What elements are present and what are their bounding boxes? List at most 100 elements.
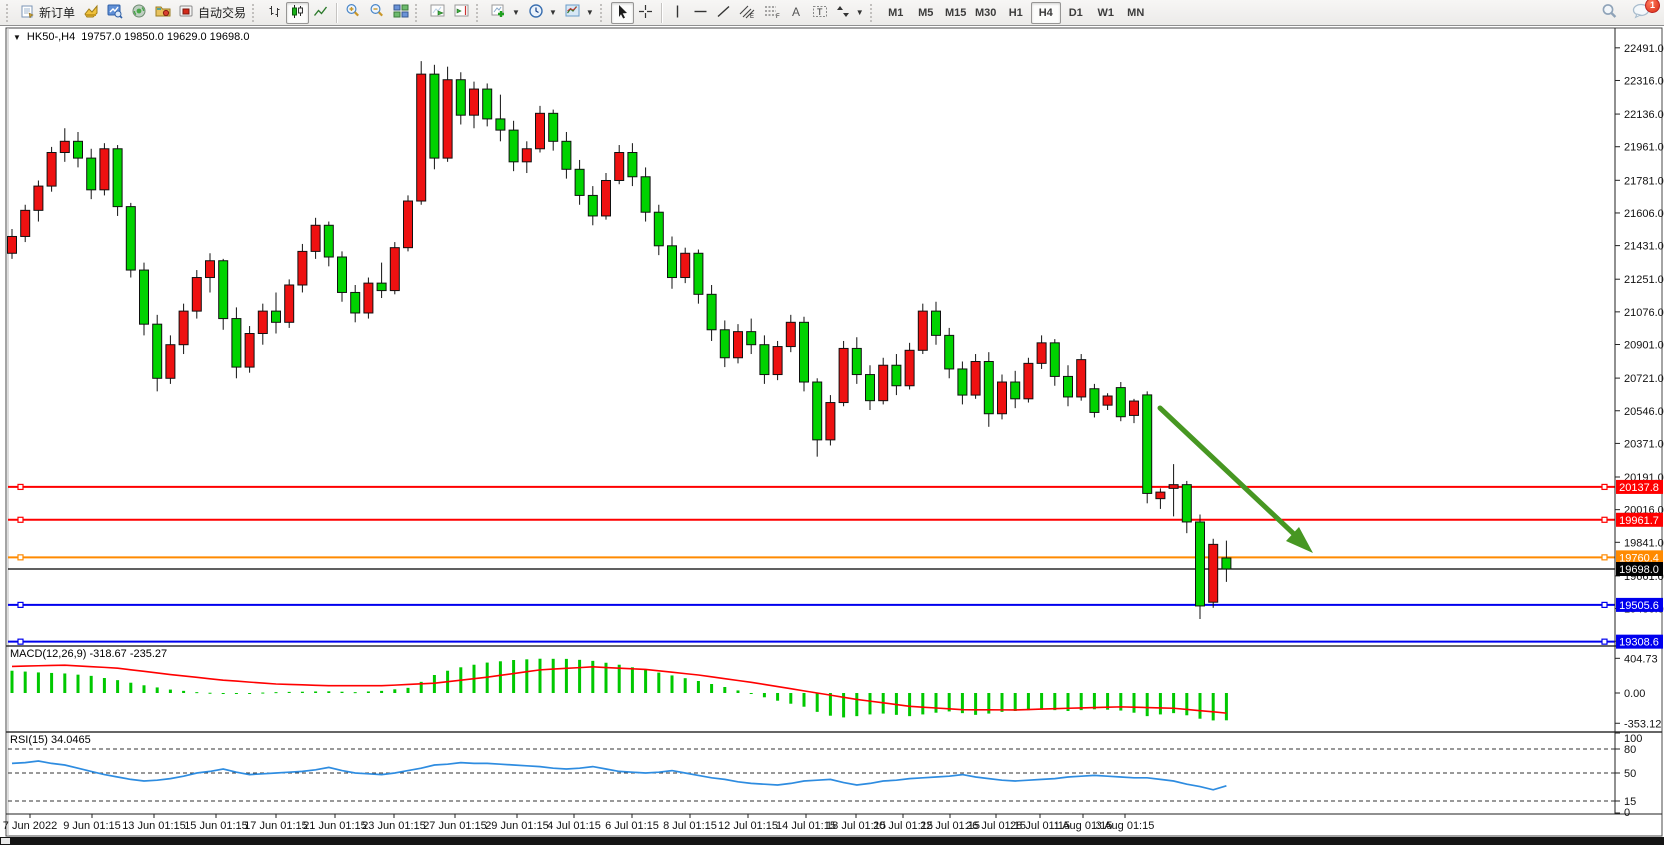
timeframe-button-w1[interactable]: W1 xyxy=(1097,6,1114,19)
label-button[interactable]: T xyxy=(808,2,832,24)
trendline-button[interactable] xyxy=(712,2,735,24)
hline-handle[interactable] xyxy=(17,601,24,608)
hline-handle[interactable] xyxy=(1601,516,1608,523)
hline-price-label-bg xyxy=(1616,479,1663,494)
candle-bearish xyxy=(1115,387,1126,418)
macd-histogram-bar xyxy=(736,690,740,693)
toolbar-grip xyxy=(252,3,258,22)
time-label: 20 Jul 01:15 xyxy=(873,820,933,832)
macd-histogram-bar xyxy=(498,661,502,693)
timeframe-button-h4[interactable]: H4 xyxy=(1030,1,1061,24)
cursor-button[interactable] xyxy=(610,1,634,24)
macd-histogram-bar xyxy=(248,693,252,694)
timeframe-button-m30[interactable]: M30 xyxy=(975,6,997,19)
hline-handle[interactable] xyxy=(17,554,24,561)
hline-handle[interactable] xyxy=(17,638,24,645)
macd-histogram-bar xyxy=(406,687,410,693)
macd-histogram-bar xyxy=(1172,693,1176,714)
macd-histogram-bar xyxy=(1040,693,1044,710)
new-chart-button[interactable]: ▼ xyxy=(487,2,524,24)
navigator-button[interactable] xyxy=(127,2,151,24)
terminal-button[interactable] xyxy=(151,2,175,24)
fibonacci-button[interactable]: F xyxy=(760,2,785,24)
timeframe-button-h1[interactable]: H1 xyxy=(1008,6,1023,19)
autotrade-button[interactable]: 自动交易 xyxy=(175,2,250,24)
hline-handle[interactable] xyxy=(1601,601,1608,608)
time-label: 1 Aug 01:15 xyxy=(1054,820,1113,832)
chart-title[interactable]: ▼ HK50-,H4 19757.0 19850.0 19629.0 19698… xyxy=(13,31,249,43)
macd-histogram-bar xyxy=(353,692,357,694)
trend-arrow-head[interactable] xyxy=(1286,527,1313,553)
new-order-button[interactable]: 新订单 xyxy=(17,2,79,24)
timeframe-toolbar: M1 M5 M15 M30 H1 H4 D1 W1 MN xyxy=(881,1,1151,24)
macd-histogram-bar xyxy=(116,680,120,693)
candle-bearish xyxy=(759,344,770,376)
candle-bullish xyxy=(733,331,743,359)
price-tick-label: 19841.0 xyxy=(1624,537,1664,549)
toolbar-grip xyxy=(6,3,12,22)
toolbar-grip xyxy=(869,3,876,22)
candlestick-button[interactable] xyxy=(286,1,310,24)
market-watch-button[interactable] xyxy=(103,2,127,24)
timeframe-button-d1[interactable]: D1 xyxy=(1068,6,1083,19)
tile-windows-button[interactable] xyxy=(389,2,413,24)
candle-bearish xyxy=(350,291,361,314)
arrows-button[interactable]: ▼ xyxy=(832,2,868,24)
candle-bearish xyxy=(693,252,704,295)
hline-handle[interactable] xyxy=(1601,554,1608,561)
text-button[interactable]: A xyxy=(785,2,808,24)
search-button[interactable] xyxy=(1597,2,1622,24)
line-chart-button[interactable] xyxy=(309,2,332,24)
macd-histogram-bar xyxy=(960,693,964,714)
candle-bearish xyxy=(218,260,229,320)
hline-handle[interactable] xyxy=(1601,638,1608,645)
macd-histogram-bar xyxy=(366,691,370,693)
hline-handle[interactable] xyxy=(1601,483,1608,491)
candle-bearish xyxy=(706,293,717,331)
charts-button[interactable] xyxy=(79,2,103,24)
candle-bullish xyxy=(244,333,255,368)
macd-histogram-bar xyxy=(868,693,872,715)
time-label: 17 Jun 01:15 xyxy=(244,820,308,832)
hline-handle[interactable] xyxy=(17,483,24,491)
chart-shift-button[interactable] xyxy=(450,2,474,24)
candle-bearish xyxy=(139,269,149,325)
macd-histogram-bar xyxy=(828,693,832,716)
toolbar-separator xyxy=(660,2,662,23)
price-tick-label: 21781.0 xyxy=(1624,175,1664,187)
trend-arrow-line[interactable] xyxy=(1157,405,1298,538)
zoom-in-button[interactable] xyxy=(341,2,365,24)
macd-axis-label: 404.73 xyxy=(1624,653,1658,665)
price-tick-label: 20901.0 xyxy=(1624,340,1664,352)
notifications-button[interactable]: 1 xyxy=(1628,0,1660,24)
timeframe-button-mn[interactable]: MN xyxy=(1127,6,1145,19)
channel-icon: E xyxy=(739,4,756,22)
candle-bearish xyxy=(271,310,281,323)
periods-button[interactable]: ▼ xyxy=(524,2,561,24)
candle-bullish xyxy=(191,277,202,312)
auto-scroll-button[interactable] xyxy=(426,2,450,24)
macd-histogram-bar xyxy=(102,678,106,693)
timeframe-button-m15[interactable]: M15 xyxy=(945,6,967,19)
crosshair-button[interactable] xyxy=(634,2,657,24)
candle-bearish xyxy=(1181,484,1192,523)
macd-histogram-bar xyxy=(129,682,133,693)
timeframe-button-m1[interactable]: M1 xyxy=(888,6,904,19)
vline-button[interactable] xyxy=(666,2,689,24)
hline-button[interactable] xyxy=(689,2,712,24)
macd-histogram-bar xyxy=(578,659,582,693)
navigator-icon xyxy=(131,3,147,22)
macd-histogram-bar xyxy=(432,675,436,693)
channel-button[interactable]: E xyxy=(735,2,760,24)
bar-chart-button[interactable] xyxy=(263,2,286,24)
timeframe-button-m5[interactable]: M5 xyxy=(918,6,934,19)
macd-histogram-bar xyxy=(1000,693,1004,712)
macd-histogram-bar xyxy=(525,659,529,693)
price-tick-label: 20371.0 xyxy=(1624,438,1664,450)
hline-handle[interactable] xyxy=(17,516,24,523)
price-tick-label: 21431.0 xyxy=(1624,241,1664,253)
zoom-out-button[interactable] xyxy=(365,2,389,24)
macd-histogram-bar xyxy=(1158,693,1162,715)
templates-button[interactable]: ▼ xyxy=(561,2,598,24)
